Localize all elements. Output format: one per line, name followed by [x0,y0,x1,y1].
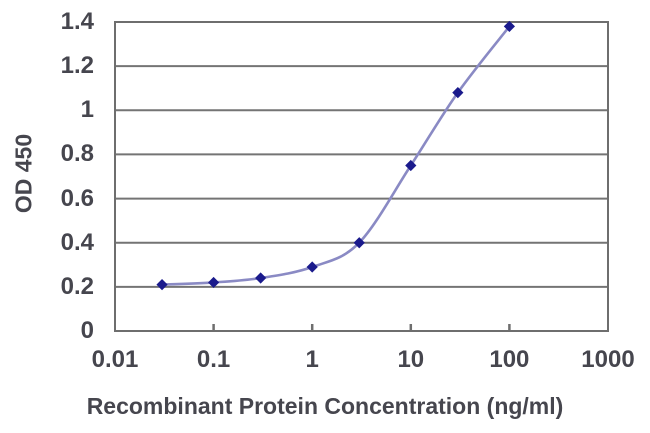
data-point-marker [353,237,365,249]
x-tick-label: 1000 [581,346,635,373]
y-tick-label: 0.4 [60,228,94,256]
y-tick-label: 0.2 [60,272,94,300]
data-point-marker [405,159,417,172]
x-tick-label: 0.01 [91,346,139,373]
data-point-marker [306,261,318,273]
plot-border [114,21,609,332]
data-point-marker [208,276,220,289]
x-tick-label: 0.1 [196,346,231,373]
series-line [161,25,511,286]
x-tick-label: 100 [489,346,530,373]
x-tick-label: 1 [305,346,319,373]
data-point-marker [503,20,515,33]
data-point-marker [452,87,464,99]
y-tick-label: 0.6 [60,184,94,212]
y-tick-label: 0.8 [60,140,94,168]
x-axis-title: Recombinant Protein Concentration (ng/ml… [86,393,564,419]
y-tick-label: 1.2 [60,52,94,80]
x-tick-label: 10 [397,346,425,373]
y-tick-label: 0 [80,317,94,344]
y-tick-label: 1.4 [60,8,94,35]
y-axis-title: OD 450 [10,133,37,214]
y-tick-label: 1 [80,96,94,124]
data-point-marker [255,272,267,284]
data-point-marker [156,279,168,291]
